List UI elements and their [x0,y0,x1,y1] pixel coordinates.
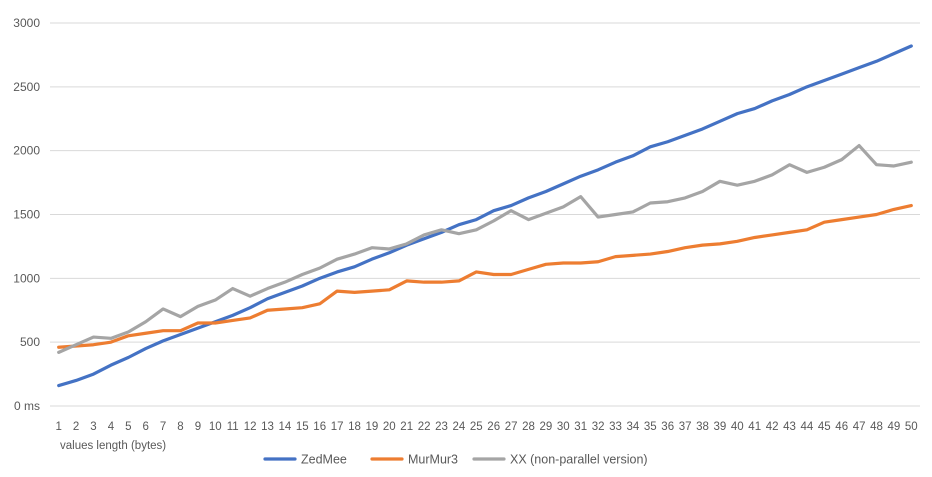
x-tick-label: 31 [574,421,587,433]
x-tick-label: 29 [540,421,553,433]
x-tick-label: 44 [801,421,814,433]
x-tick-label: 19 [366,421,379,433]
x-tick-label: 38 [696,421,709,433]
x-tick-label: 47 [853,421,866,433]
series-line [57,143,913,354]
x-tick-label: 40 [731,421,744,433]
x-tick-label: 9 [195,421,201,433]
series-lines [57,44,913,388]
x-tick-label: 41 [748,421,761,433]
legend: ZedMee MurMur3 XX (non-parallel version) [263,453,648,467]
x-tick-label: 17 [331,421,344,433]
x-tick-label: 7 [160,421,166,433]
x-tick-label: 6 [142,421,148,433]
x-tick-label: 37 [679,421,692,433]
y-tick-label: 1000 [13,271,40,285]
x-tick-label: 1 [55,421,61,433]
x-tick-label: 13 [261,421,274,433]
x-tick-label: 16 [313,421,326,433]
x-tick-label: 5 [125,421,131,433]
y-tick-label: 2000 [13,144,40,158]
legend-label: XX (non-parallel version) [510,453,648,467]
x-tick-label: 8 [177,421,183,433]
x-tick-label: 49 [888,421,901,433]
x-tick-label: 30 [557,421,570,433]
gridlines [50,22,920,407]
x-tick-label: 50 [905,421,918,433]
x-tick-label: 48 [870,421,883,433]
x-tick-label: 35 [644,421,657,433]
x-tick-label: 45 [818,421,831,433]
x-tick-label: 34 [627,421,640,433]
x-tick-label: 26 [487,421,500,433]
y-axis-ticks: 0 ms 500 1000 1500 2000 2500 3000 [13,16,40,413]
x-tick-label: 36 [661,421,674,433]
x-tick-label: 43 [783,421,796,433]
y-tick-label: 2500 [13,80,40,94]
x-tick-label: 2 [73,421,79,433]
series-line [57,44,913,388]
x-tick-label: 4 [108,421,115,433]
x-tick-label: 39 [714,421,727,433]
x-axis-ticks: 1 2 3 4 5 6 7 8 9 10 11 12 13 14 15 16 17 18 19 20 21 22 23 24 2… [55,421,917,433]
x-tick-label: 20 [383,421,396,433]
series-line [57,203,913,349]
legend-label: MurMur3 [408,453,458,467]
x-tick-label: 14 [279,421,292,433]
x-tick-label: 28 [522,421,535,433]
y-tick-label: 1500 [13,208,40,222]
x-tick-label: 18 [348,421,361,433]
x-tick-label: 33 [609,421,622,433]
x-tick-label: 21 [400,421,413,433]
x-tick-label: 15 [296,421,309,433]
x-tick-label: 27 [505,421,518,433]
x-tick-label: 22 [418,421,431,433]
x-tick-label: 46 [835,421,848,433]
y-tick-label: 500 [20,335,40,349]
x-tick-label: 11 [227,421,239,433]
x-tick-label: 23 [435,421,448,433]
x-tick-label: 32 [592,421,605,433]
x-tick-label: 24 [453,421,466,433]
legend-label: ZedMee [301,453,347,467]
x-tick-label: 25 [470,421,483,433]
x-tick-label: 12 [244,421,257,433]
x-tick-label: 10 [209,421,222,433]
x-tick-label: 42 [766,421,779,433]
y-tick-label: 0 ms [14,399,40,413]
y-tick-label: 3000 [13,16,40,30]
x-tick-label: 3 [90,421,96,433]
x-axis-title: values length (bytes) [60,440,166,452]
